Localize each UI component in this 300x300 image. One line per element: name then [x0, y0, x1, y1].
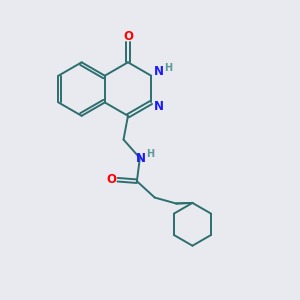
Text: N: N	[154, 100, 164, 113]
Text: O: O	[106, 173, 117, 186]
Text: O: O	[123, 30, 133, 43]
Text: H: H	[146, 148, 154, 159]
Text: N: N	[154, 65, 164, 78]
Text: H: H	[164, 63, 172, 73]
Text: N: N	[136, 152, 146, 164]
